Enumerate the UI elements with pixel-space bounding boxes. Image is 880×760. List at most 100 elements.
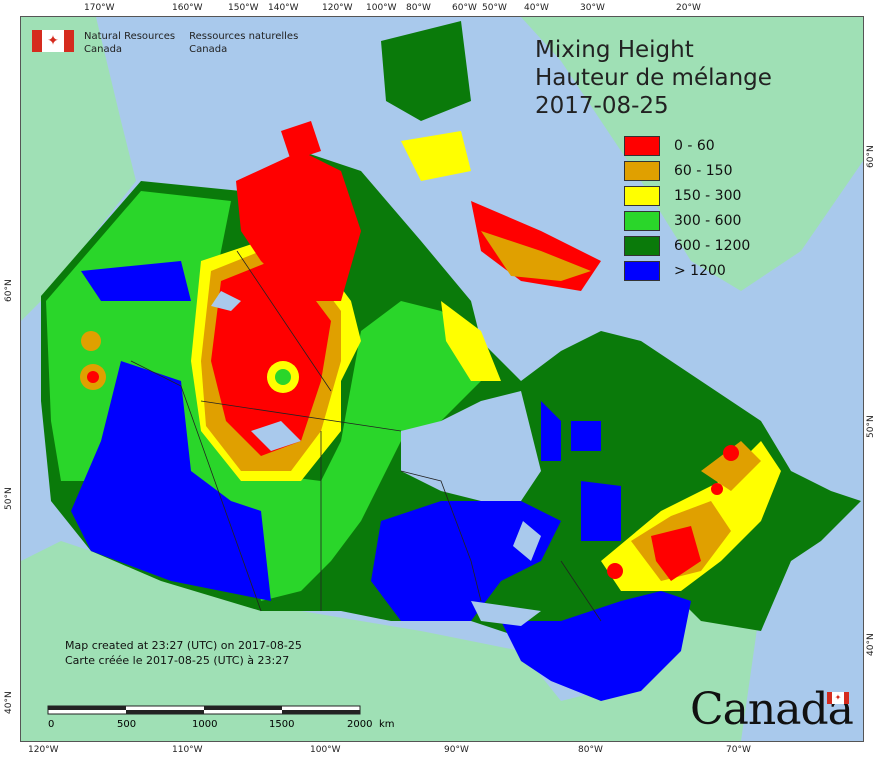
region-over-1200-hudson [541, 401, 561, 461]
title-date: 2017-08-25 [535, 93, 669, 119]
hotspot-bc-2 [81, 331, 101, 351]
boundary-on-qc [560, 560, 602, 622]
lat-label: 40°N [4, 691, 14, 714]
map-canvas [21, 17, 863, 741]
map-title: Mixing Height Hauteur de mélange 2017-08… [535, 36, 772, 120]
hotspot-bc-1-core [87, 371, 99, 383]
boundary-60n [200, 400, 402, 432]
region-0-60-nwt [211, 263, 331, 456]
agency-en-line2: Canada [84, 44, 123, 55]
legend-item: 0 - 60 [624, 133, 750, 158]
creation-note-fr: Carte créée le 2017-08-25 (UTC) à 23:27 [65, 654, 290, 667]
lon-label: 110°W [172, 745, 203, 755]
region-over-1200-quebec [581, 481, 621, 541]
legend-swatch [624, 185, 660, 206]
legend-swatch [624, 235, 660, 256]
legend-label: > 1200 [674, 262, 726, 279]
agency-signature: ✦ Natural Resources Canada Ressources na… [32, 30, 298, 56]
title-fr: Hauteur de mélange [535, 65, 772, 91]
boundary-yt-nwt [236, 250, 332, 392]
lon-label: 160°W [172, 3, 203, 13]
scale-tick-1000: 1000 [192, 719, 217, 730]
canada-flag-icon: ✦ [32, 30, 74, 52]
scale-bar: 0 500 1000 1500 2000 km [47, 705, 407, 735]
legend-swatch [624, 160, 660, 181]
legend-item: > 1200 [624, 258, 750, 283]
scale-tick-1500: 1500 [269, 719, 294, 730]
lat-label: 50°N [4, 487, 14, 510]
region-over-1200-yukon [81, 261, 191, 301]
region-over-1200-hudson2 [571, 421, 601, 451]
lon-label: 30°W [580, 3, 605, 13]
region-0-60-arctic-north [281, 121, 321, 161]
legend: 0 - 60 60 - 150 150 - 300 300 - 600 600 - 12… [624, 133, 750, 283]
agency-fr-line1: Ressources naturelles [189, 31, 299, 42]
boundary-mb-on [400, 470, 482, 602]
legend-label: 0 - 60 [674, 137, 715, 154]
region-60-150-labrador [701, 441, 761, 491]
lon-label: 70°W [726, 745, 751, 755]
scale-tick-2000: 2000 [347, 719, 372, 730]
legend-swatch [624, 135, 660, 156]
greenland-land [521, 17, 863, 291]
scale-tick-500: 500 [117, 719, 136, 730]
region-0-60-arctic [236, 151, 361, 301]
lat-label: 50°N [866, 415, 876, 438]
legend-label: 300 - 600 [674, 212, 742, 229]
hotspot-nwt-core [275, 369, 291, 385]
scale-tick-0: 0 [48, 719, 54, 730]
lon-label: 170°W [84, 3, 115, 13]
lon-label: 90°W [444, 745, 469, 755]
region-600-1200-ellesmere [381, 21, 471, 121]
great-slave-lake [251, 421, 301, 451]
lon-label: 150°W [228, 3, 259, 13]
legend-item: 600 - 1200 [624, 233, 750, 258]
region-over-1200-west [71, 361, 271, 601]
hotspot-qc [607, 563, 623, 579]
lon-label: 20°W [676, 3, 701, 13]
legend-label: 150 - 300 [674, 187, 742, 204]
agency-name-en: Natural Resources Canada [84, 30, 175, 56]
region-150-300-hudson [441, 301, 501, 381]
wordmark-flag-icon: ✦ [827, 692, 849, 704]
lon-label: 80°W [406, 3, 431, 13]
lon-label: 60°W [452, 3, 477, 13]
legend-item: 300 - 600 [624, 208, 750, 233]
lon-label: 140°W [268, 3, 299, 13]
legend-swatch [624, 260, 660, 281]
lon-label: 50°W [482, 3, 507, 13]
lon-label: 120°W [28, 745, 59, 755]
region-60-150-baffin [481, 231, 591, 281]
region-over-1200-central [371, 501, 561, 621]
hotspot-lab2 [711, 483, 723, 495]
lon-label: 100°W [310, 745, 341, 755]
agency-en-line1: Natural Resources [84, 31, 176, 42]
region-150-300-ellesmere [401, 131, 471, 181]
legend-item: 150 - 300 [624, 183, 750, 208]
legend-label: 60 - 150 [674, 162, 733, 179]
hotspot-lab [723, 445, 739, 461]
map-frame [20, 16, 864, 742]
agency-fr-line2: Canada [189, 44, 228, 55]
scale-unit: km [379, 719, 395, 730]
legend-swatch [624, 210, 660, 231]
lake-superior [471, 601, 541, 626]
lon-label: 120°W [322, 3, 353, 13]
title-en: Mixing Height [535, 37, 694, 63]
legend-label: 600 - 1200 [674, 237, 751, 254]
hudson-bay [401, 391, 541, 501]
legend-item: 60 - 150 [624, 158, 750, 183]
lon-label: 40°W [524, 3, 549, 13]
canada-wordmark: Canada [690, 684, 854, 735]
lat-label: 60°N [866, 145, 876, 168]
boundary-bc-ab [130, 360, 262, 612]
alaska-land [21, 17, 136, 321]
scale-bar-graphic: 0 500 1000 1500 2000 km [47, 705, 395, 730]
creation-note: Map created at 23:27 (UTC) on 2017-08-25… [65, 638, 302, 668]
great-bear-lake [211, 291, 241, 311]
creation-note-en: Map created at 23:27 (UTC) on 2017-08-25 [65, 639, 302, 652]
lat-label: 60°N [4, 279, 14, 302]
agency-name-fr: Ressources naturelles Canada [189, 30, 298, 56]
lon-label: 80°W [578, 745, 603, 755]
james-bay [513, 521, 541, 561]
